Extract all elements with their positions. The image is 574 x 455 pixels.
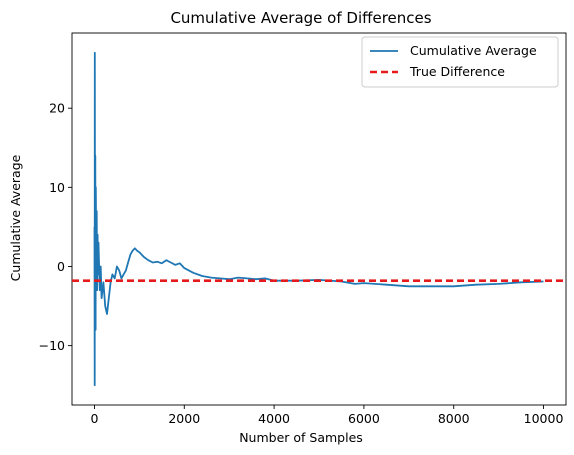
y-axis-title: Cumulative Average [8, 154, 23, 281]
x-tick-label: 0 [90, 411, 98, 426]
x-axis-title: Number of Samples [239, 430, 363, 445]
y-tick-label: 10 [49, 180, 65, 195]
x-tick-label: 10000 [524, 411, 564, 426]
legend: Cumulative Average True Difference [361, 36, 559, 88]
x-tick-label: 2000 [168, 411, 200, 426]
y-axis-ticks: −10 0 10 20 [39, 101, 72, 353]
legend-box [361, 36, 559, 88]
plot-frame [71, 32, 567, 406]
x-tick-label: 4000 [258, 411, 290, 426]
chart-title: Cumulative Average of Differences [170, 9, 431, 27]
x-axis-ticks: 0 2000 4000 6000 8000 10000 [90, 405, 563, 426]
x-tick-label: 6000 [348, 411, 380, 426]
series-cumulative-average-line [93, 51, 544, 387]
y-tick-label: −10 [39, 338, 65, 353]
legend-label-cumulative-average: Cumulative Average [410, 43, 537, 58]
series-layer [72, 51, 566, 387]
legend-label-true-difference: True Difference [409, 64, 505, 79]
y-tick-label: 20 [49, 101, 65, 116]
y-tick-label: 0 [57, 259, 65, 274]
x-tick-label: 8000 [438, 411, 470, 426]
plot-area: 0 2000 4000 6000 8000 10000 −10 0 10 20 [39, 32, 567, 426]
